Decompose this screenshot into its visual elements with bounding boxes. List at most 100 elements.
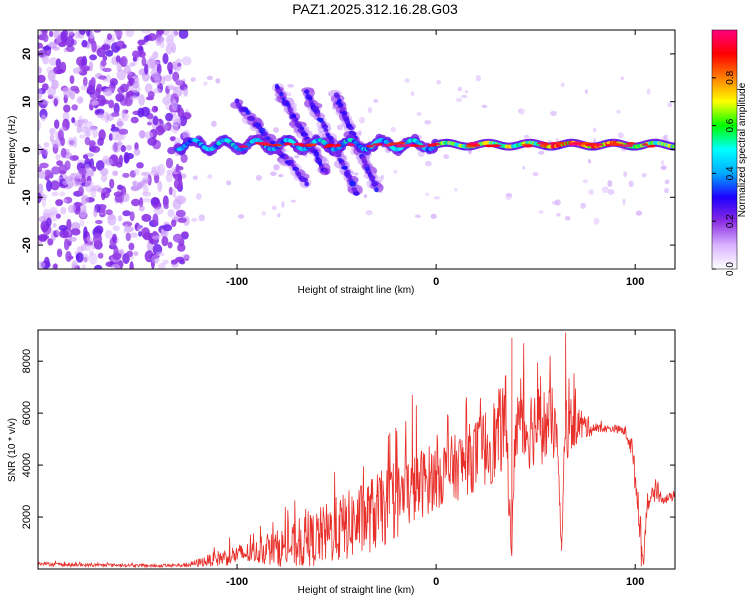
spectrogram-cell xyxy=(132,50,140,58)
spectrogram-cell xyxy=(172,86,183,98)
spectrogram-cell xyxy=(97,94,106,107)
spectrogram-cell xyxy=(161,236,169,247)
spectrogram-cell xyxy=(560,82,565,87)
spectrogram-cell xyxy=(283,154,289,160)
spectrogram-cell xyxy=(290,199,296,203)
snr-x-tick-label: 0 xyxy=(433,576,439,588)
spectrogram-cell xyxy=(75,172,82,179)
spectrogram-cell xyxy=(404,78,410,83)
spectrogram-cell xyxy=(55,154,61,161)
spectrogram-cell xyxy=(53,98,58,107)
spectrogram-cell xyxy=(155,125,165,136)
spectrogram-y-ticks: -20 -10 0 10 20 xyxy=(21,48,675,253)
spectrogram-cell xyxy=(94,225,104,235)
spectrogram-cell xyxy=(59,170,67,175)
spectrogram-cell xyxy=(79,219,85,227)
spectrogram-cell xyxy=(427,143,435,147)
spectrogram-cell xyxy=(58,41,67,48)
spectrogram-cell xyxy=(177,217,187,223)
spectrogram-cell xyxy=(660,160,665,165)
spectrogram-cell xyxy=(203,81,208,86)
spectrogram-cell xyxy=(38,88,43,100)
spectrogram-cell xyxy=(174,195,184,204)
spectrogram-cell xyxy=(38,172,47,179)
spectrogram-cell xyxy=(349,181,357,187)
spectrogram-cell xyxy=(457,86,462,92)
spectrogram-cell xyxy=(81,264,86,269)
spectrogram-cell xyxy=(173,178,183,190)
spectrogram-cell xyxy=(104,229,113,239)
figure-title: PAZ1.2025.312.16.28.G03 xyxy=(292,1,458,17)
spectrogram-cell xyxy=(69,90,76,100)
spectrogram-y-tick-label: 20 xyxy=(21,48,33,60)
spectrogram-cell xyxy=(114,30,123,38)
spectrogram-cell xyxy=(140,106,150,117)
spectrogram-cell xyxy=(167,209,175,218)
spectrogram-cell xyxy=(195,193,202,200)
snr-x-tick-label: 100 xyxy=(626,576,644,588)
spectrogram-cell xyxy=(147,33,157,42)
colorbar-tick-label: 0.0 xyxy=(725,262,736,276)
spectrogram-cell xyxy=(660,165,667,170)
spectrogram-cell xyxy=(304,181,310,187)
spectrogram-cell xyxy=(468,142,479,145)
spectrogram-cell xyxy=(117,184,124,190)
spectrogram-cell xyxy=(323,128,329,132)
spectrogram-cell xyxy=(111,112,120,117)
spectrogram-cell xyxy=(307,96,313,101)
spectrogram-cell xyxy=(646,88,651,95)
spectrogram-cell xyxy=(292,166,300,172)
spectrogram-cell xyxy=(141,72,150,82)
snr-y-tick-label: 4000 xyxy=(21,453,33,477)
spectrogram-cell xyxy=(338,102,344,108)
spectrogram-cell xyxy=(102,204,107,210)
spectrogram-cell xyxy=(96,83,103,93)
spectrogram-cell xyxy=(635,210,643,216)
spectrogram-cell xyxy=(122,172,130,178)
spectrogram-cell xyxy=(80,85,88,91)
spectrogram-cell xyxy=(114,193,124,203)
spectrogram-cell xyxy=(86,30,91,37)
spectrogram-cell xyxy=(287,83,294,88)
spectrogram-cell xyxy=(151,235,161,240)
spectrogram-cell xyxy=(363,194,368,199)
spectrogram-cell xyxy=(118,128,129,135)
spectrogram-cell xyxy=(326,143,334,147)
spectrogram-cell xyxy=(271,205,277,211)
spectrogram-cell xyxy=(76,96,84,105)
spectrogram-cell xyxy=(366,144,375,148)
spectrogram-cell xyxy=(79,134,86,139)
spectrogram-cell xyxy=(273,164,280,171)
spectrogram-cell xyxy=(465,89,469,94)
spectrogram-cell xyxy=(141,227,151,239)
spectrogram-cell xyxy=(132,81,140,89)
spectrogram-cell xyxy=(543,142,550,146)
spectrogram-cell xyxy=(105,209,113,216)
spectrogram-cell xyxy=(54,119,60,129)
spectrogram-cell xyxy=(327,135,334,141)
spectrogram-cell xyxy=(505,192,513,197)
spectrogram-cell xyxy=(585,143,592,147)
spectrogram-cell xyxy=(443,154,450,160)
spectrogram-cell xyxy=(138,230,143,237)
spectrogram-cell xyxy=(48,30,54,38)
spectrogram-x-tick-label: 100 xyxy=(626,276,644,288)
spectrogram-cell xyxy=(52,223,57,228)
spectrogram-cell xyxy=(47,86,56,97)
spectrogram-cell xyxy=(664,179,670,185)
spectrogram-cell xyxy=(122,210,131,217)
spectrogram-cell xyxy=(646,144,657,148)
spectrogram-cell xyxy=(294,155,300,159)
spectrogram-cell xyxy=(111,130,119,141)
spectrogram-cell xyxy=(642,143,649,146)
spectrogram-cell xyxy=(141,56,147,67)
spectrogram-cell xyxy=(215,78,221,84)
spectrogram-cell xyxy=(100,60,107,67)
spectrogram-cell xyxy=(436,80,442,85)
spectrogram-cell xyxy=(93,232,102,245)
spectrogram-cell xyxy=(283,142,293,146)
spectrogram-cell xyxy=(553,141,565,145)
spectrogram-cell xyxy=(175,79,184,86)
spectrogram-cell xyxy=(129,62,136,67)
spectrogram-cell xyxy=(475,74,481,82)
